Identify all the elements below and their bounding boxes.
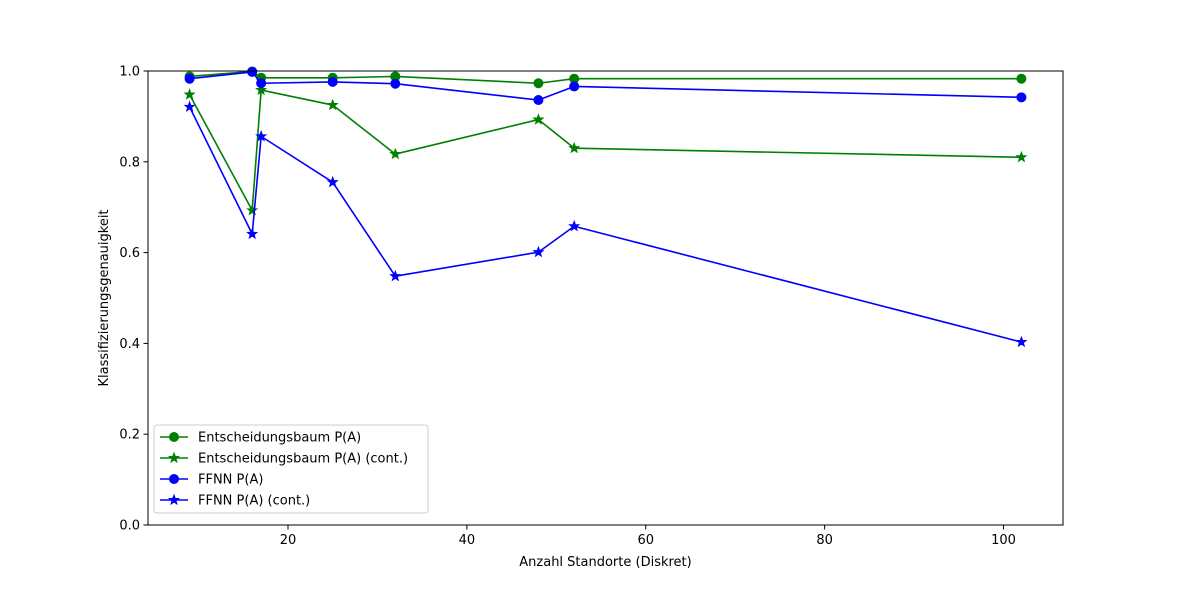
series-4 [183, 100, 1028, 348]
legend: Entscheidungsbaum P(A) Entscheidungsbaum … [153, 424, 429, 514]
y-tick-label: 0.6 [119, 246, 140, 261]
legend-marker [167, 451, 181, 464]
x-axis: 20 40 60 80 100 [280, 525, 1016, 548]
legend-label: Entscheidungsbaum P(A) (cont.) [198, 452, 408, 467]
legend-label: Entscheidungsbaum P(A) [198, 431, 361, 446]
series-2 [183, 83, 1028, 216]
x-tick-label: 60 [637, 533, 654, 548]
data-point [183, 88, 196, 100]
data-point [326, 98, 339, 111]
data-point [1015, 150, 1028, 163]
y-tick-label: 0.8 [119, 155, 140, 170]
data-point [184, 73, 195, 84]
legend-marker [169, 432, 179, 442]
legend-marker [169, 474, 179, 484]
y-tick-label: 0.2 [119, 428, 140, 443]
data-point [532, 245, 545, 258]
series-line [188, 106, 1022, 343]
x-tick-label: 80 [816, 533, 833, 548]
legend-marker [167, 493, 181, 506]
data-point [247, 66, 258, 77]
data-point [1015, 335, 1028, 348]
plot-frame [147, 70, 1064, 526]
data-point [246, 204, 259, 216]
x-tick-label: 100 [991, 533, 1016, 548]
series-line [188, 89, 1022, 212]
series-layer [183, 66, 1028, 348]
data-point [568, 219, 581, 232]
y-axis: 0.0 0.2 0.4 0.6 0.8 1.0 [119, 65, 148, 534]
data-point [256, 78, 267, 89]
data-point [255, 83, 268, 96]
data-point [1016, 73, 1027, 84]
y-tick-label: 0.0 [119, 519, 140, 534]
data-point [568, 141, 581, 154]
data-point [389, 269, 402, 282]
y-axis-label: Klassifizierungsgenauigkeit [97, 209, 112, 386]
legend-label: FFNN P(A) [198, 473, 263, 488]
series-3 [184, 66, 1027, 106]
data-point [533, 78, 544, 89]
x-tick-label: 40 [459, 533, 476, 548]
legend-item: FFNN P(A) (cont.) [160, 494, 310, 509]
legend-item: FFNN P(A) [160, 473, 263, 488]
legend-box [153, 424, 429, 514]
data-point [326, 175, 339, 188]
x-tick-label: 20 [280, 533, 297, 548]
data-point [246, 227, 259, 240]
data-point [1016, 92, 1027, 103]
data-point [532, 113, 545, 125]
data-point [390, 78, 401, 89]
y-tick-label: 1.0 [119, 65, 140, 80]
data-point [389, 147, 402, 160]
data-point [255, 130, 268, 142]
legend-item: Entscheidungsbaum P(A) (cont.) [160, 452, 408, 467]
data-point [569, 81, 580, 92]
data-point [183, 100, 196, 112]
data-point [533, 95, 544, 106]
legend-label: FFNN P(A) (cont.) [198, 494, 310, 509]
x-axis-label: Anzahl Standorte (Diskret) [519, 555, 691, 570]
legend-item: Entscheidungsbaum P(A) [160, 431, 361, 446]
data-point [327, 76, 338, 87]
y-tick-label: 0.4 [119, 337, 140, 352]
